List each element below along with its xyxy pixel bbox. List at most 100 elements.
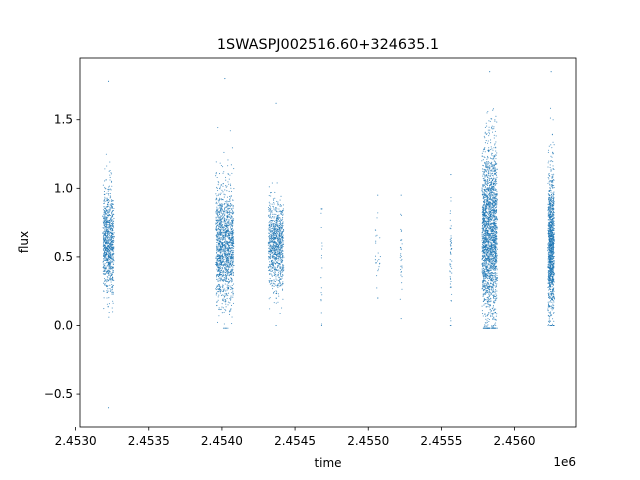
data-point: [277, 251, 279, 253]
data-point: [229, 207, 231, 209]
data-point: [281, 274, 284, 276]
data-point: [282, 257, 284, 259]
data-point: [491, 226, 493, 228]
data-point: [279, 270, 281, 273]
data-point: [274, 270, 276, 272]
data-point: [222, 217, 224, 219]
data-point: [232, 302, 234, 304]
data-point: [109, 197, 111, 199]
data-point: [227, 248, 229, 250]
data-point: [107, 190, 109, 192]
data-point: [219, 288, 221, 291]
data-point: [224, 269, 226, 271]
data-point: [102, 235, 105, 237]
data-point: [491, 212, 493, 214]
data-point: [279, 220, 281, 222]
data-point: [217, 204, 219, 207]
data-point: [375, 235, 377, 237]
data-point: [269, 273, 271, 275]
data-point: [401, 267, 403, 269]
data-point: [278, 217, 280, 219]
data-point: [450, 266, 452, 268]
data-point: [230, 190, 233, 192]
data-point: [271, 227, 273, 230]
data-point: [224, 301, 226, 303]
data-point: [492, 230, 494, 232]
data-point: [491, 291, 493, 294]
data-point: [485, 250, 487, 252]
data-point: [268, 238, 270, 240]
data-point: [484, 255, 486, 257]
data-point: [216, 246, 218, 248]
data-point: [400, 239, 402, 241]
data-point: [282, 255, 284, 257]
data-point: [271, 249, 273, 251]
data-point: [109, 243, 111, 245]
data-point: [230, 164, 232, 166]
data-point: [493, 126, 495, 128]
data-point: [484, 315, 487, 317]
data-point: [223, 208, 226, 210]
data-point: [225, 246, 227, 248]
data-point: [494, 182, 496, 184]
data-point: [104, 242, 107, 244]
data-point: [231, 239, 233, 241]
data-point: [108, 186, 110, 188]
data-point: [273, 285, 275, 287]
data-point: [229, 264, 231, 266]
data-point: [492, 268, 494, 270]
data-point: [107, 254, 109, 256]
data-point: [489, 245, 491, 247]
data-point: [275, 213, 277, 215]
data-point: [227, 221, 229, 223]
data-point: [281, 223, 283, 225]
data-point: [268, 208, 271, 210]
data-point: [231, 279, 233, 281]
data-point: [108, 189, 110, 191]
data-point: [321, 248, 323, 250]
data-point: [229, 251, 231, 253]
data-point: [379, 237, 381, 239]
data-point: [217, 194, 219, 196]
data-point: [109, 174, 111, 176]
data-point: [219, 262, 221, 264]
data-point: [280, 234, 283, 236]
data-point: [107, 249, 109, 251]
data-point: [490, 146, 492, 148]
data-point: [493, 212, 495, 215]
data-point: [111, 261, 113, 263]
data-point: [272, 223, 274, 225]
data-point: [485, 184, 487, 186]
data-point: [487, 157, 489, 159]
data-point: [269, 255, 271, 257]
data-point: [495, 141, 497, 143]
data-point: [270, 280, 273, 282]
data-point: [495, 244, 497, 246]
data-point: [492, 294, 494, 296]
data-point: [217, 247, 219, 249]
data-point: [103, 218, 105, 220]
data-point: [495, 216, 497, 218]
data-point: [112, 293, 114, 295]
data-point: [491, 325, 493, 327]
data-point: [276, 231, 278, 233]
data-point: [223, 270, 225, 273]
data-point: [482, 300, 485, 302]
data-point: [282, 250, 284, 252]
data-point: [282, 216, 284, 219]
data-point: [108, 253, 110, 255]
data-point: [107, 258, 109, 260]
data-point: [496, 283, 498, 285]
data-point: [489, 197, 491, 199]
data-point: [220, 204, 222, 206]
data-point: [103, 250, 105, 252]
data-point: [281, 213, 283, 215]
data-point: [493, 147, 495, 149]
data-point: [280, 195, 282, 197]
data-point: [487, 318, 489, 320]
data-point: [270, 270, 272, 272]
data-point: [269, 228, 271, 230]
data-point: [225, 295, 227, 297]
data-point: [279, 243, 281, 245]
data-point: [220, 212, 223, 214]
